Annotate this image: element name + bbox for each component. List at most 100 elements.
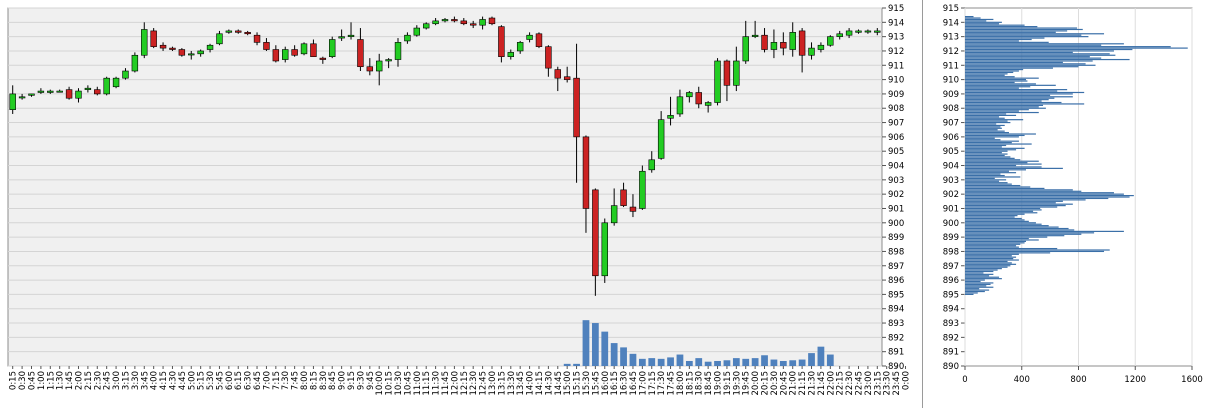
candle-down [629, 206, 637, 212]
profile-bar [965, 190, 1082, 192]
profile-bar [965, 219, 1025, 221]
candle-up [686, 92, 693, 98]
candle-down [780, 42, 787, 49]
profile-bar [965, 152, 1002, 154]
profile-bar [965, 283, 991, 285]
profile-bar [965, 268, 1002, 270]
candle-up [864, 30, 872, 33]
candle-down [310, 43, 317, 57]
profile-bar [965, 120, 1008, 122]
profile-bar [965, 91, 1085, 94]
profile-bar [965, 229, 1075, 231]
profile-bar [965, 280, 981, 283]
candle-down [695, 92, 702, 105]
y-tick-label: 914 [943, 18, 959, 28]
x-tick-label: 22:15 [836, 371, 846, 396]
profile-bar [965, 222, 1036, 224]
x-tick-label: 16:00 [601, 371, 611, 396]
profile-bar [965, 285, 987, 287]
x-tick-label: 10:45 [403, 371, 413, 396]
profile-bar [965, 121, 1011, 124]
profile-bar [965, 131, 1009, 134]
volume-bar [704, 361, 712, 366]
x-tick-label: 15:00 [563, 371, 573, 396]
profile-bar [965, 94, 1051, 96]
profile-bar [965, 170, 1009, 172]
candle-up [874, 30, 881, 33]
profile-bar [965, 272, 984, 274]
profile-bar [965, 146, 1002, 148]
y-tick-label: 891 [943, 348, 959, 358]
profile-bar [965, 97, 1055, 99]
profile-bar [965, 237, 1029, 240]
candle-up [28, 93, 35, 96]
x-tick-label: 19:30 [732, 371, 742, 396]
y-tick-label: 911 [943, 61, 959, 71]
profile-bar [965, 236, 1048, 238]
profile-bar [965, 47, 1188, 49]
profile-bar [965, 127, 1002, 129]
profile-bar [965, 23, 1000, 25]
candle-up [385, 59, 392, 62]
x-tick-label: 9:15 [347, 371, 357, 390]
y-tick-label: 910 [943, 76, 959, 86]
x-tick-label: 1200 [1124, 375, 1146, 385]
profile-bar [965, 66, 1079, 68]
x-tick-label: 13:15 [497, 371, 507, 396]
x-tick-label: 21:00 [789, 371, 799, 396]
profile-bar [965, 51, 1073, 53]
x-tick-label: 17:30 [657, 371, 667, 396]
profile-bar [965, 189, 1073, 191]
x-tick-label: 15:15 [573, 371, 583, 396]
x-tick-label: 2:45 [103, 371, 113, 390]
profile-bar [965, 157, 1015, 159]
profile-bar [965, 269, 998, 271]
x-tick-label: 3:45 [140, 371, 150, 390]
candle-up [601, 222, 608, 277]
profile-bar [965, 200, 1063, 202]
candle-up [47, 90, 54, 93]
x-tick-label: 20:30 [770, 371, 780, 396]
x-tick-label: 9:45 [366, 371, 376, 390]
volume-bar [732, 358, 740, 366]
profile-bar [965, 260, 1008, 263]
y-tick-label: 906 [888, 133, 904, 143]
profile-bar [965, 40, 1019, 42]
x-tick-label: 11:15 [422, 371, 432, 396]
x-tick-label: 4:15 [159, 371, 169, 390]
profile-bar [965, 130, 1005, 132]
profile-bar [965, 230, 1124, 232]
profile-bar [965, 67, 1053, 69]
profile-bar [965, 290, 985, 293]
profile-bar [965, 93, 1073, 95]
volume-bar [779, 360, 787, 366]
x-tick-label: 6:00 [225, 371, 235, 390]
candle-down [94, 89, 101, 95]
profile-bar [965, 107, 1046, 109]
volume-bar [610, 343, 618, 366]
profile-bar [965, 68, 1024, 71]
volume-bar [695, 358, 703, 366]
candle-up [9, 93, 16, 110]
profile-bar [965, 263, 1017, 265]
profile-bar [965, 53, 1110, 55]
x-tick-label: 7:45 [291, 371, 301, 390]
candle-up [206, 44, 214, 50]
candle-down [263, 42, 270, 50]
x-tick-label: 5:45 [215, 371, 225, 390]
x-tick-label: 14:45 [554, 371, 564, 396]
x-tick-label: 6:30 [244, 371, 254, 390]
x-tick-label: 7:00 [262, 371, 272, 390]
x-tick-label: 4:30 [168, 371, 178, 390]
profile-bar [965, 164, 1017, 167]
x-tick-label: 8:30 [319, 371, 329, 390]
profile-bar [965, 163, 1042, 165]
profile-bar [965, 110, 1019, 112]
x-tick-label: 11:00 [413, 371, 423, 396]
y-tick-label: 903 [888, 176, 904, 186]
candle-up [657, 119, 665, 159]
candle-up [855, 30, 862, 33]
x-tick-label: 3:00 [112, 371, 122, 390]
profile-bar [965, 46, 1171, 48]
profile-bar [965, 111, 1039, 114]
